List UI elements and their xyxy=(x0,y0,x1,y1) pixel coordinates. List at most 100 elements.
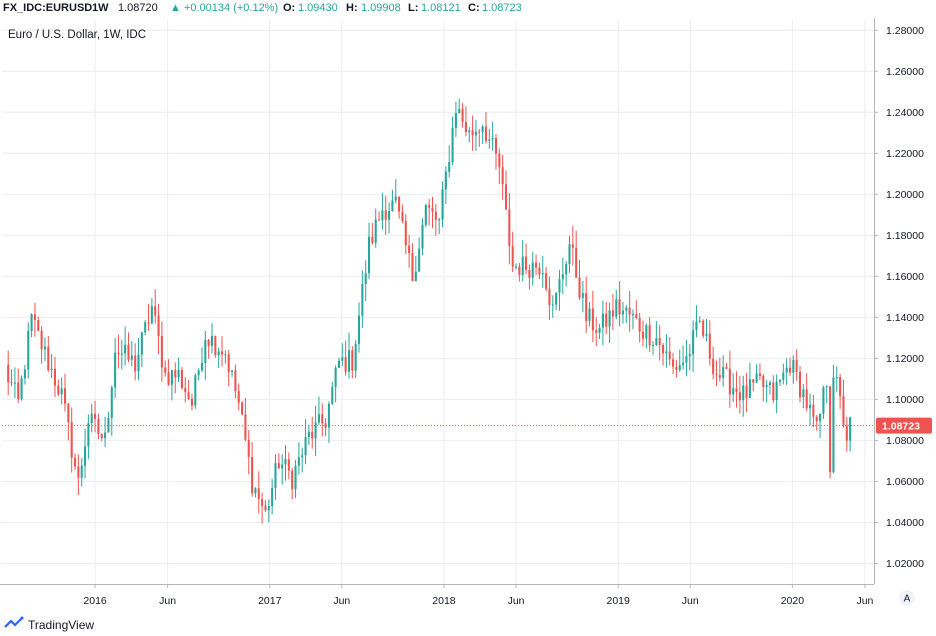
candle-body xyxy=(53,368,57,386)
candle-body xyxy=(608,310,611,327)
candle-body xyxy=(775,381,778,401)
candle-body xyxy=(832,377,835,473)
candle-body xyxy=(732,388,735,395)
candle-body xyxy=(120,353,123,355)
candle-body xyxy=(421,224,424,249)
candle-body xyxy=(150,306,153,324)
candle-body xyxy=(698,320,701,322)
candle-body xyxy=(618,299,621,315)
candle-body xyxy=(117,352,120,354)
candle-body xyxy=(27,331,30,370)
auto-scale-button[interactable] xyxy=(899,590,915,606)
y-tick-label: 1.10000 xyxy=(886,394,924,406)
candle-body xyxy=(722,367,725,378)
candle-body xyxy=(43,346,46,350)
chart-area[interactable]: 1.28000 1.26000 1.24000 1.22000 1.20000 1.180… xyxy=(0,18,936,612)
candle-body xyxy=(351,350,354,371)
candle-body xyxy=(130,355,133,360)
open-label: O: xyxy=(283,2,296,14)
candle-body xyxy=(57,385,60,395)
candle-body xyxy=(367,236,371,274)
candle-body xyxy=(408,245,411,254)
candle-body xyxy=(97,419,100,435)
candle-body xyxy=(317,414,320,423)
timeframe[interactable]: 1W xyxy=(92,2,109,14)
candle-body xyxy=(595,330,598,333)
candle-body xyxy=(378,219,381,221)
x-tick-label: Jun xyxy=(333,595,350,607)
candle-body xyxy=(508,209,511,246)
candle-body xyxy=(635,314,638,318)
candle-body xyxy=(224,354,227,356)
candle-body xyxy=(621,310,624,315)
candle-body xyxy=(33,314,36,320)
candle-body xyxy=(347,350,351,372)
candle-body xyxy=(344,357,347,372)
candle-body xyxy=(361,284,364,316)
candle-body xyxy=(665,351,668,354)
candle-body xyxy=(849,417,852,441)
candle-body xyxy=(558,279,561,293)
candle-body xyxy=(478,131,481,133)
candle-body xyxy=(67,403,70,423)
symbol-name[interactable]: FX_IDC:EURUSD xyxy=(3,2,93,14)
candle-body xyxy=(17,382,20,400)
y-tick-label: 1.02000 xyxy=(886,558,924,570)
candle-body xyxy=(357,315,361,344)
x-tick-label: Jun xyxy=(159,595,176,607)
candle-body xyxy=(712,358,715,375)
candle-body xyxy=(792,360,795,373)
candle-body xyxy=(241,402,244,415)
y-tick-label: 1.20000 xyxy=(886,189,924,201)
candle-body xyxy=(715,374,718,376)
candle-body xyxy=(535,262,538,268)
candle-body xyxy=(147,322,150,324)
candle-body xyxy=(662,344,665,354)
candle-body xyxy=(501,167,504,185)
candle-body xyxy=(782,372,785,380)
candle-body xyxy=(227,354,230,373)
candle-body xyxy=(10,382,13,384)
y-tick-label: 1.22000 xyxy=(886,148,924,160)
candle-body xyxy=(354,343,357,371)
candle-body xyxy=(461,108,464,122)
candle-body xyxy=(381,210,384,221)
last-price-label: 1.08723 xyxy=(882,421,920,433)
tradingview-logo-icon[interactable] xyxy=(4,616,24,632)
candle-body xyxy=(585,293,588,321)
candle-body xyxy=(20,378,23,400)
low-label: L: xyxy=(408,2,419,14)
y-tick-label: 1.14000 xyxy=(886,312,924,324)
candle-body xyxy=(578,277,581,298)
candle-body xyxy=(170,370,173,385)
candle-body xyxy=(428,205,431,208)
price-chart[interactable]: 1.28000 1.26000 1.24000 1.22000 1.20000 1.180… xyxy=(0,18,936,612)
candle-body xyxy=(434,211,437,220)
candle-body xyxy=(555,292,558,305)
candle-body xyxy=(795,360,798,372)
auto-scale-label[interactable]: A xyxy=(904,594,911,605)
tradingview-brand[interactable]: TradingView xyxy=(28,618,95,632)
x-tick-label: Jun xyxy=(856,595,873,607)
y-tick-label: 1.18000 xyxy=(886,230,924,242)
candle-body xyxy=(207,339,210,346)
candle-body xyxy=(802,389,805,398)
candle-body xyxy=(762,376,765,387)
symbol-header: FX_IDC:EURUSD 1W 1.08720 ▲ +0.00134 (+0.… xyxy=(0,0,936,18)
candle-body xyxy=(184,388,187,393)
candle-body xyxy=(638,317,641,332)
candle-body xyxy=(271,487,274,507)
candle-body xyxy=(755,373,758,383)
low-value: 1.08121 xyxy=(421,2,461,14)
footer: TradingView xyxy=(0,612,936,636)
candle-body xyxy=(678,365,681,370)
candle-body xyxy=(615,299,618,317)
candle-body xyxy=(809,404,812,409)
candle-body xyxy=(204,339,207,363)
candle-body xyxy=(668,351,671,360)
candle-body xyxy=(294,465,297,490)
y-tick-label: 1.16000 xyxy=(886,271,924,283)
candle-body xyxy=(50,368,53,371)
x-tick-label: 2016 xyxy=(83,595,107,607)
candle-body xyxy=(448,161,451,172)
